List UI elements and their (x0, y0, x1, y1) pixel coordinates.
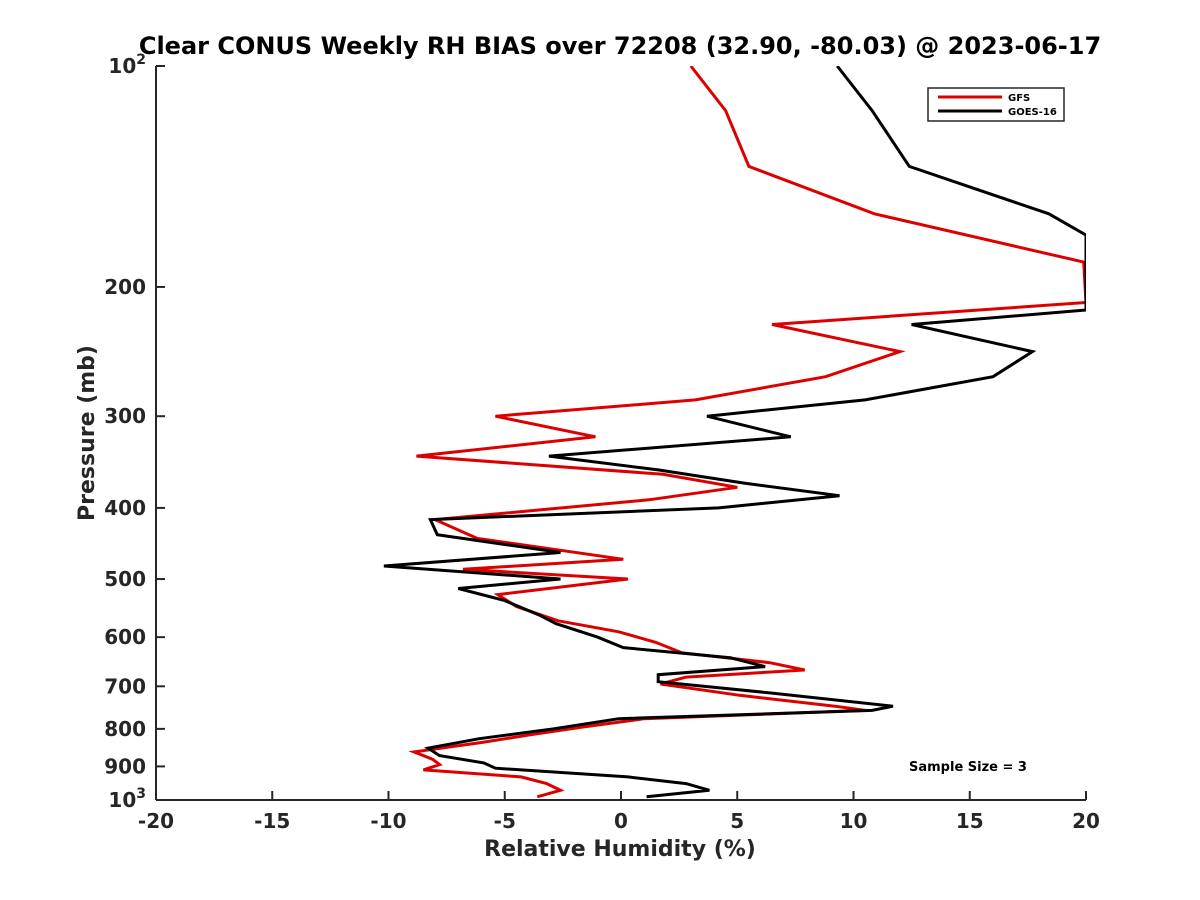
x-tick-label: -10 (370, 809, 406, 833)
y-axis-label: Pressure (mb) (75, 345, 100, 521)
x-tick-label: 5 (730, 809, 744, 833)
series-line-goes-16 (383, 66, 1086, 799)
x-tick-label: 15 (956, 809, 984, 833)
y-tick-label: 700 (104, 674, 146, 698)
plot-area: -20 -15 -10 -5 0 5 10 15 20 102 200 300 400 500 600 700… (104, 52, 1100, 833)
series-line-gfs (408, 66, 1086, 799)
y-tick-label: 600 (104, 625, 146, 649)
y-tick-label: 200 (104, 275, 146, 299)
legend-label: GOES-16 (1008, 107, 1057, 118)
x-tick-label: -15 (254, 809, 290, 833)
x-tick-label: -20 (138, 809, 174, 833)
y-tick-label: 103 (108, 786, 146, 812)
x-tick-label: 10 (840, 809, 868, 833)
x-tick-label: -5 (494, 809, 516, 833)
x-axis-label: Relative Humidity (%) (484, 837, 756, 862)
chart-title: Clear CONUS Weekly RH BIAS over 72208 (3… (139, 32, 1101, 60)
x-tick-label: 20 (1072, 809, 1100, 833)
y-tick-label: 102 (108, 52, 146, 78)
legend-label: GFS (1008, 93, 1030, 104)
y-tick-label: 800 (104, 717, 146, 741)
y-tick-label: 900 (104, 754, 146, 778)
y-tick-label: 400 (104, 496, 146, 520)
x-tick-label: 0 (614, 809, 628, 833)
y-tick-label: 500 (104, 567, 146, 591)
sample-size-annotation: Sample Size = 3 (909, 760, 1027, 775)
legend-box (927, 87, 1065, 122)
legend: GFS GOES-16 (927, 87, 1065, 122)
y-tick-label: 300 (104, 404, 146, 428)
